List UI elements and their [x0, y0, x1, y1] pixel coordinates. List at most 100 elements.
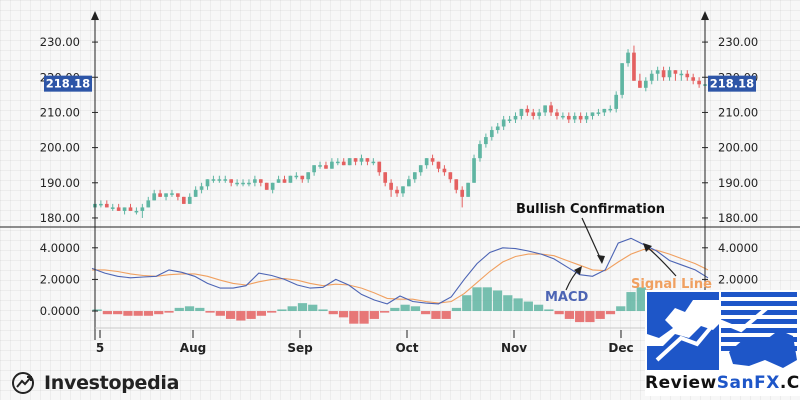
candle: [158, 189, 162, 197]
candle-body: [258, 179, 263, 183]
candle: [205, 179, 210, 190]
bull-logo-icon: [645, 290, 800, 372]
x-tick-label: Nov: [501, 341, 527, 355]
candle: [501, 115, 506, 131]
macd-panel: [91, 237, 709, 324]
brand-name: Investopedia: [44, 372, 180, 394]
candle: [484, 133, 488, 148]
candle: [454, 179, 459, 194]
histogram-bar: [554, 311, 564, 315]
candle: [365, 158, 370, 166]
candle-body: [341, 161, 346, 166]
candle: [247, 179, 251, 187]
candle: [602, 108, 607, 116]
histogram-bar: [246, 311, 256, 319]
candle-body: [697, 80, 701, 85]
candle: [519, 108, 524, 120]
histogram-bar: [184, 306, 195, 312]
candle-body: [608, 108, 613, 111]
candle-body: [264, 182, 269, 190]
candle-body: [306, 172, 311, 180]
bullish-confirmation-label: Bullish Confirmation: [516, 202, 665, 217]
candle: [211, 175, 216, 183]
candle-body: [401, 186, 405, 194]
candle-body: [235, 182, 239, 185]
histogram-bar: [379, 311, 390, 313]
candle: [176, 193, 180, 201]
histogram-bar: [492, 290, 503, 312]
candle: [643, 77, 648, 92]
candle: [632, 45, 636, 81]
price-tick-label-right: 210.00: [718, 105, 758, 119]
candle: [531, 108, 536, 120]
price-tick-label-left: 180.00: [40, 211, 80, 225]
candle-body: [359, 158, 364, 162]
candle-body: [99, 203, 103, 206]
candle: [300, 175, 305, 183]
candle: [389, 179, 393, 197]
candle: [661, 66, 666, 81]
candle: [697, 77, 701, 88]
candle: [584, 112, 589, 123]
candle-body: [104, 203, 109, 208]
histogram-bar: [564, 311, 575, 319]
candle-body: [661, 70, 666, 78]
candle-body: [371, 161, 376, 164]
candle: [596, 108, 601, 116]
candle-body: [152, 193, 157, 201]
histogram-bar: [595, 311, 605, 319]
candle: [282, 175, 287, 183]
candle-body: [110, 207, 115, 209]
candle: [667, 66, 672, 81]
candle-body: [667, 70, 672, 78]
candle-body: [270, 182, 275, 190]
candle: [110, 203, 115, 211]
candle-body: [377, 161, 382, 173]
histogram-bar: [164, 311, 174, 313]
candle: [371, 158, 376, 166]
candle: [424, 158, 429, 169]
candle-body: [566, 115, 571, 120]
candle-body: [478, 144, 482, 159]
candle-body: [620, 63, 624, 95]
histogram-bar: [308, 304, 318, 312]
candle-body: [430, 158, 435, 162]
histogram-bar: [195, 307, 205, 312]
candle: [164, 193, 168, 201]
candle-body: [685, 73, 690, 78]
histogram-bar: [585, 311, 595, 323]
candle-body: [489, 130, 494, 138]
bullish-arrow-head: [597, 255, 605, 264]
price-tick-label-left: 210.00: [40, 105, 80, 119]
candle: [412, 172, 417, 183]
histogram-bar: [113, 311, 123, 315]
candle-body: [199, 186, 204, 190]
watermark: ReviewSanFX.Com: [645, 290, 800, 400]
investopedia-logo: Investopedia: [12, 370, 179, 396]
candle: [691, 73, 696, 85]
candle-body: [418, 165, 423, 173]
candle-body: [525, 108, 530, 113]
candle-body: [442, 168, 447, 173]
candle: [341, 158, 346, 166]
candle: [679, 70, 684, 81]
histogram-bar: [616, 306, 626, 312]
candle-body: [176, 193, 180, 197]
histogram-bar: [369, 311, 379, 319]
candle: [495, 122, 500, 134]
candle-body: [205, 179, 210, 187]
candle-body: [187, 196, 192, 204]
histogram-bar: [421, 311, 431, 315]
price-tick-label-right: 190.00: [718, 176, 758, 190]
candle-body: [140, 207, 145, 211]
candle: [294, 172, 299, 180]
candle-body: [164, 193, 168, 197]
candle-body: [691, 77, 696, 81]
candle-body: [484, 137, 488, 145]
candle-body: [122, 207, 127, 211]
candle: [104, 200, 109, 208]
price-tick-label-right: 180.00: [718, 211, 758, 225]
histogram-bar: [154, 311, 164, 315]
candle: [549, 101, 553, 116]
candle-body: [638, 80, 642, 88]
